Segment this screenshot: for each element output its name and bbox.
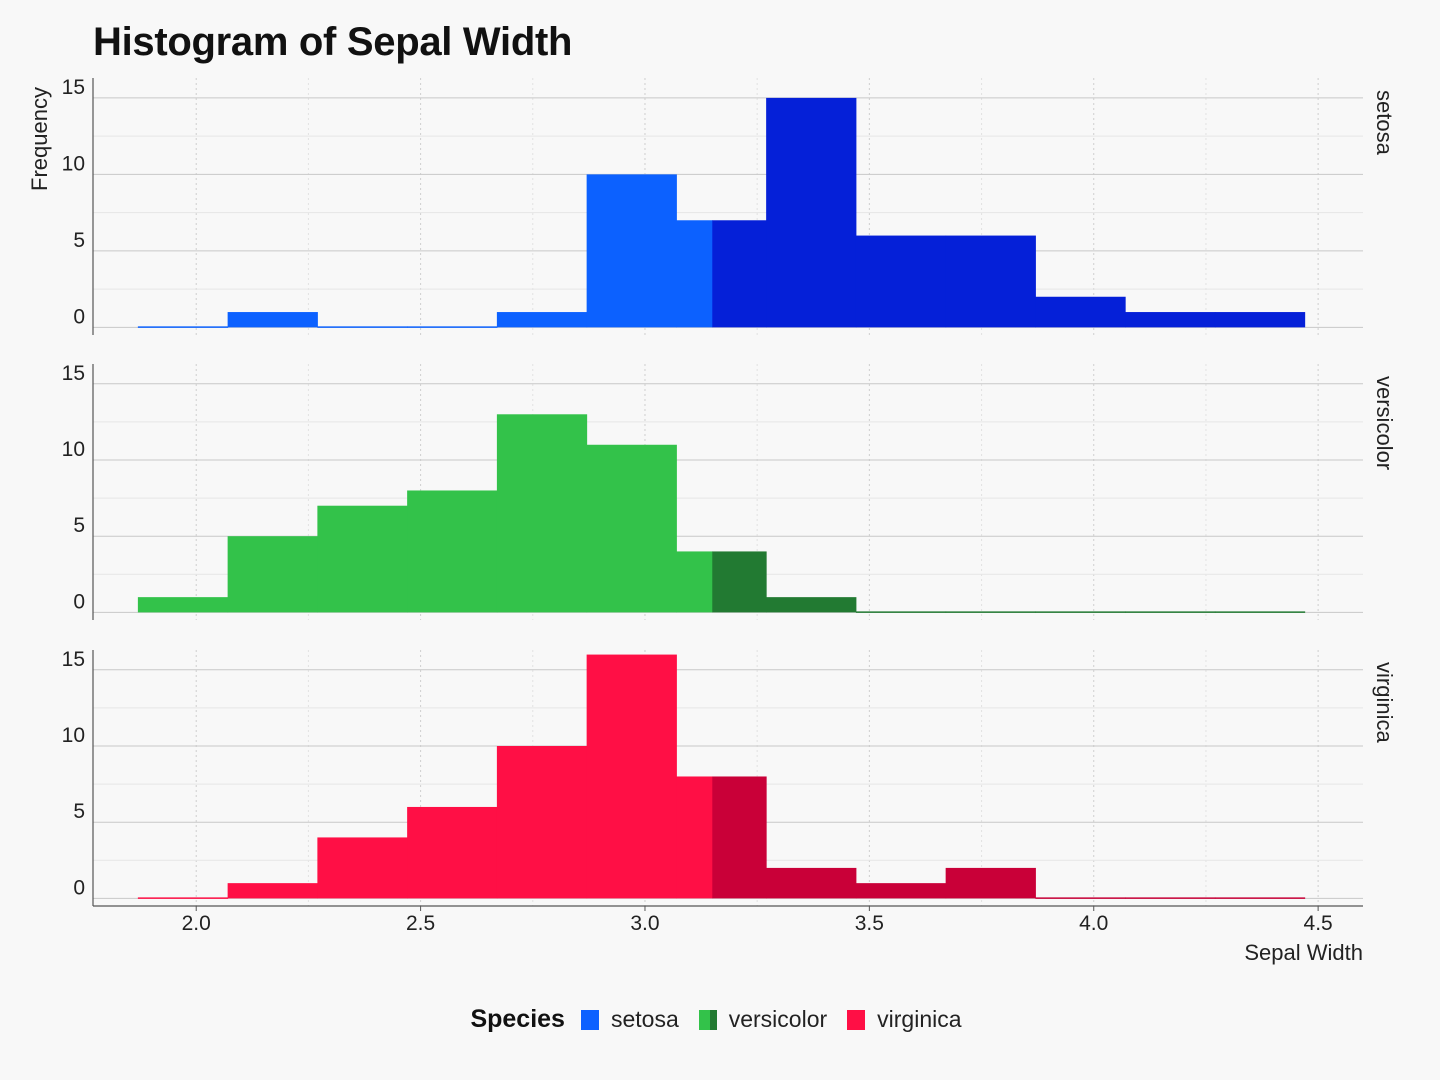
histogram-bar xyxy=(855,883,947,899)
histogram-bar xyxy=(317,837,408,899)
x-tick-label: 3.5 xyxy=(855,912,884,935)
histogram-bar xyxy=(1214,897,1306,899)
y-tick-label: 10 xyxy=(62,724,85,747)
y-tick-label: 10 xyxy=(62,438,85,461)
x-tick-label: 3.0 xyxy=(630,912,659,935)
y-tick-label: 15 xyxy=(62,362,85,385)
y-tick-label: 5 xyxy=(73,800,85,823)
facet-setosa: 0 5 10 15 setosa xyxy=(62,76,1397,335)
y-tick-label: 5 xyxy=(73,229,85,252)
y-tick-label: 0 xyxy=(73,876,85,899)
histogram-bar xyxy=(766,867,857,899)
x-tick-label: 2.0 xyxy=(182,912,211,935)
histogram-bar xyxy=(945,611,1036,613)
histogram-bar xyxy=(1214,312,1306,328)
x-axis-label: Sepal Width xyxy=(1244,940,1363,965)
legend-item-virginica: virginica xyxy=(847,1006,962,1033)
histogram-bar xyxy=(586,444,677,613)
histogram-bar xyxy=(496,312,588,328)
legend-item-setosa: setosa xyxy=(580,1006,679,1033)
y-axis-label: Frequency xyxy=(27,87,52,191)
y-tick-label: 15 xyxy=(62,648,85,671)
histogram-bar xyxy=(317,326,408,328)
histogram-bar xyxy=(766,97,857,328)
histogram-bar-highlight xyxy=(712,220,767,328)
histogram-bar xyxy=(1035,611,1126,613)
histogram-bar xyxy=(676,220,713,328)
legend-label: versicolor xyxy=(728,1006,828,1032)
legend-swatch xyxy=(847,1009,866,1030)
y-tick-label: 15 xyxy=(62,76,85,99)
facet-label: versicolor xyxy=(1372,376,1397,470)
facet-label: virginica xyxy=(1372,662,1397,743)
y-tick-label: 10 xyxy=(62,152,85,175)
histogram-bar xyxy=(496,746,588,899)
histogram-bar xyxy=(1214,611,1306,613)
histogram-bar xyxy=(855,611,947,613)
histogram-bar xyxy=(496,414,588,613)
y-tick-label: 0 xyxy=(73,590,85,613)
x-tick-label: 2.5 xyxy=(406,912,435,935)
legend-title: Species xyxy=(470,1005,565,1033)
facet-label: setosa xyxy=(1372,90,1397,156)
histogram-bar-highlight xyxy=(712,776,767,899)
histogram-bar xyxy=(137,326,229,328)
histogram-bar xyxy=(227,312,318,328)
x-tick-label: 4.5 xyxy=(1304,912,1333,935)
y-tick-label: 0 xyxy=(73,305,85,328)
histogram-bar xyxy=(1125,312,1216,328)
legend-label: virginica xyxy=(877,1006,962,1032)
histogram-bar xyxy=(227,883,318,899)
x-tick-label: 4.0 xyxy=(1079,912,1108,935)
histogram-bar xyxy=(586,654,677,899)
histogram-bar xyxy=(1035,296,1126,328)
histogram-bar xyxy=(676,551,713,613)
histogram-bar xyxy=(407,806,498,899)
legend-swatch xyxy=(698,1009,717,1030)
facet-versicolor: 0 5 10 15 versicolor xyxy=(62,362,1397,620)
histogram-bar xyxy=(1035,897,1126,899)
histogram-bar xyxy=(945,235,1036,328)
y-tick-label: 5 xyxy=(73,514,85,537)
histogram-bar xyxy=(407,490,498,613)
histogram-bar xyxy=(676,776,713,899)
histogram-bar xyxy=(137,897,229,899)
facet-virginica: 0 5 10 15 virginica 2.0 2.5 3.0 3.5 4.0 4.5 xyxy=(62,648,1397,935)
histogram-bar xyxy=(1125,611,1216,613)
legend-label: setosa xyxy=(610,1006,679,1032)
histogram-bar xyxy=(1125,897,1216,899)
legend-item-versicolor: versicolor xyxy=(698,1006,828,1033)
histogram-bar xyxy=(317,505,408,613)
histogram-bar xyxy=(586,174,677,328)
legend-swatch xyxy=(580,1009,599,1030)
histogram-bar xyxy=(227,536,318,613)
histogram-bar xyxy=(137,597,229,613)
histogram-bar-highlight xyxy=(712,551,767,613)
histogram-bar xyxy=(407,326,498,328)
legend: Species setosa versicolor virginica xyxy=(0,1005,1440,1034)
histogram-bar xyxy=(855,235,947,328)
histogram-bar xyxy=(766,597,857,613)
histogram-bar xyxy=(945,867,1036,899)
chart-title: Histogram of Sepal Width xyxy=(93,20,573,64)
